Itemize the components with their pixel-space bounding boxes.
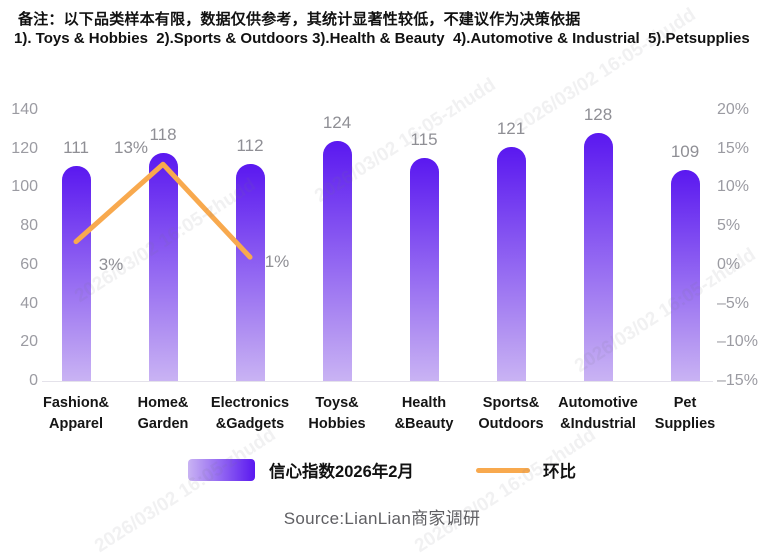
bar-value-label: 124	[322, 112, 352, 132]
y-axis-left-tick: 60	[20, 255, 38, 273]
trend-point-label: 3%	[98, 254, 124, 274]
bar-value-label: 118	[149, 124, 177, 144]
y-axis-right-tick: 20%	[717, 101, 750, 118]
x-axis-baseline	[42, 381, 713, 382]
y-axis-left-tick: 40	[20, 294, 38, 312]
confidence-index-chart: 140 120 100 80 60 40 20 0 20% 15% 10% 5% 0% –5% –10% –1…	[11, 101, 758, 433]
category-label: Health &Beauty	[394, 395, 454, 432]
bar-sports-outdoors	[496, 146, 526, 381]
bar-value-label: 115	[410, 130, 438, 150]
y-axis-left-tick: 100	[11, 178, 38, 196]
bar-value-label: 109	[670, 142, 700, 161]
category-label: Toys& Hobbies	[308, 395, 366, 432]
source-text: Source:LianLian商家调研	[283, 509, 481, 528]
bar-fashion-apparel	[61, 166, 91, 381]
bar-value-label: 111	[63, 138, 89, 158]
legend-line-label: 环比	[542, 463, 576, 481]
note-line-1: 备注：以下品类样本有限，数据仅供参考，其统计显著性较低，不建议作为决策依据	[18, 11, 581, 28]
bar-value-label: 121	[496, 118, 526, 138]
bar-petsupplies	[670, 170, 700, 381]
y-axis-right-tick: 10%	[717, 178, 750, 196]
y-axis-left-tick: 20	[20, 333, 38, 351]
legend-line-swatch	[475, 467, 530, 473]
bar-value-label: 112	[236, 136, 264, 156]
category-label: Sports& Outdoors	[478, 395, 544, 432]
category-label: Electronics &Gadgets	[210, 395, 290, 432]
y-axis-left-tick: 0	[29, 372, 38, 389]
category-label: Fashion& Apparel	[42, 395, 110, 432]
note-line-2: 1). Toys & Hobbies 2).Sports & Outdoors …	[14, 30, 750, 47]
y-axis-left-tick: 120	[11, 139, 38, 157]
bar-value-label: 128	[583, 105, 613, 125]
bar-automotive-industrial	[583, 133, 613, 381]
trend-point-label: 13%	[113, 138, 149, 158]
legend-bar-label: 信心指数2026年2月	[269, 463, 414, 481]
y-axis-right-tick: 5%	[717, 217, 741, 235]
bar-health-beauty	[409, 158, 439, 381]
category-label: Pet Supplies	[654, 395, 716, 432]
trend-point-label: 1%	[264, 252, 290, 272]
trend-line	[73, 161, 253, 260]
legend: 信心指数2026年2月 环比	[0, 455, 764, 485]
y-axis-right-tick: –15%	[717, 372, 758, 389]
category-label: Automotive &Industrial	[558, 395, 638, 432]
bar-electronics-gadgets	[235, 164, 265, 381]
y-axis-right-tick: 0%	[717, 255, 741, 273]
bar-home-garden	[148, 152, 178, 381]
y-axis-right-tick: 15%	[717, 139, 750, 157]
bar-toys-hobbies	[322, 140, 352, 381]
legend-bar-swatch	[188, 459, 256, 481]
y-axis-left-tick: 80	[20, 217, 38, 235]
y-axis-right-tick: –10%	[717, 333, 758, 351]
category-label: Home& Garden	[137, 395, 189, 432]
y-axis-left-tick: 140	[11, 101, 38, 118]
y-axis-right-tick: –5%	[717, 294, 750, 312]
